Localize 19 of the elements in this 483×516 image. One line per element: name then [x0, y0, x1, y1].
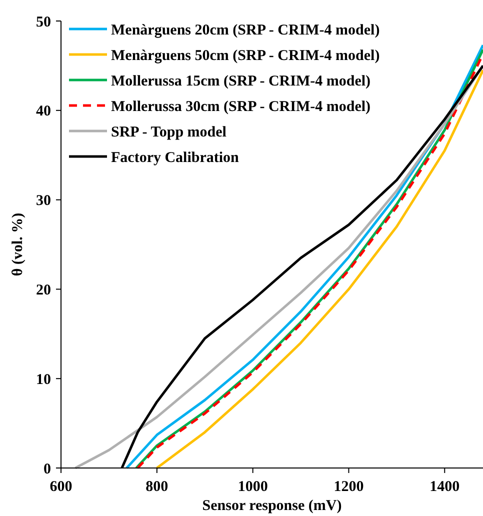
legend-label: Mollerussa 15cm (SRP - CRIM-4 model): [111, 73, 371, 90]
x-tick-label: 1200: [334, 479, 364, 495]
legend-label: SRP - Topp model: [111, 124, 226, 140]
legend-label: Mollerussa 30cm (SRP - CRIM-4 model): [111, 98, 371, 115]
y-tick-label: 0: [44, 461, 51, 478]
x-tick-label: 800: [146, 479, 168, 495]
y-tick-label: 10: [36, 372, 51, 388]
y-tick-label: 20: [36, 282, 51, 298]
x-tick-label: 600: [50, 479, 72, 495]
y-tick-label: 30: [36, 193, 51, 210]
legend-label: Menàrguens 20cm (SRP - CRIM-4 model): [111, 22, 380, 38]
y-tick-label: 40: [36, 104, 51, 120]
legend-label: Factory Calibration: [111, 150, 240, 166]
x-tick-label: 1400: [430, 479, 460, 495]
y-tick-label: 50: [36, 14, 51, 30]
y-axis-title: θ (vol. %): [10, 212, 26, 276]
x-tick-label: 1000: [238, 479, 268, 495]
legend-label: Menàrguens 50cm (SRP - CRIM-4 model): [111, 48, 380, 64]
x-axis-title: Sensor response (mV): [202, 498, 342, 514]
